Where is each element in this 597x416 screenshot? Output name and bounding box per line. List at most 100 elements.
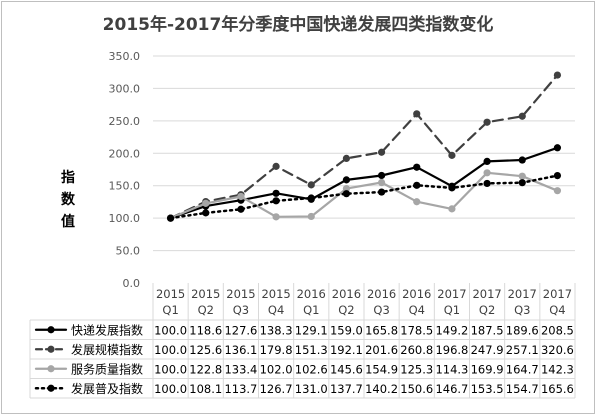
table-cell-value: 129.1 xyxy=(295,323,328,337)
x-tick-label: Q1 xyxy=(444,303,460,317)
table-cell-value: 149.2 xyxy=(435,323,468,337)
table-cell-value: 113.7 xyxy=(224,382,257,396)
table-cell-value: 187.5 xyxy=(471,323,504,337)
y-axis-label-char: 指 xyxy=(61,169,75,186)
table-cell-value: 165.6 xyxy=(541,382,574,396)
table-cell-value: 150.6 xyxy=(400,382,433,396)
legend-key-marker xyxy=(47,345,55,353)
data-point xyxy=(448,151,456,159)
table-cell-value: 126.7 xyxy=(260,382,293,396)
table-cell-value: 178.5 xyxy=(400,323,433,337)
x-tick-label: Q4 xyxy=(549,303,565,317)
table-cell-value: 140.2 xyxy=(365,382,398,396)
table-cell-value: 196.8 xyxy=(435,343,468,357)
table-cell-value: 179.8 xyxy=(260,343,293,357)
table-cell-value: 133.4 xyxy=(224,362,257,376)
table-cell-value: 151.3 xyxy=(295,343,328,357)
data-point xyxy=(518,112,526,120)
x-tick-label: 2016 xyxy=(402,287,431,301)
table-cell-value: 114.3 xyxy=(435,362,468,376)
data-point xyxy=(553,171,562,180)
table-cell-value: 125.6 xyxy=(189,343,222,357)
x-tick-label: Q1 xyxy=(303,303,319,317)
legend-label: 发展规模指数 xyxy=(71,342,143,357)
data-point xyxy=(272,189,280,197)
x-tick-label: 2015 xyxy=(226,287,255,301)
data-point xyxy=(272,213,280,221)
series-line-2 xyxy=(169,171,559,220)
table-cell-value: 102.0 xyxy=(260,362,293,376)
table-cell-value: 153.5 xyxy=(471,382,504,396)
data-point xyxy=(518,156,526,164)
data-point xyxy=(272,197,280,205)
x-tick-label: Q1 xyxy=(162,303,178,317)
data-point xyxy=(483,179,491,188)
data-point xyxy=(202,199,210,207)
data-point xyxy=(307,181,315,189)
data-point xyxy=(377,178,386,187)
table-cell-value: 257.1 xyxy=(506,343,539,357)
data-point xyxy=(237,205,245,213)
data-point xyxy=(413,181,421,189)
x-tick-label: Q2 xyxy=(338,303,354,317)
data-point xyxy=(448,205,456,213)
x-tick-label: Q4 xyxy=(409,303,425,317)
data-point xyxy=(483,118,491,126)
table-cell-value: 127.6 xyxy=(224,323,257,337)
y-axis-label-char: 值 xyxy=(61,213,75,230)
table-cell-value: 136.1 xyxy=(224,343,257,357)
table-cell-value: 260.8 xyxy=(400,343,433,357)
data-point xyxy=(553,187,562,195)
series-line-1 xyxy=(169,73,559,220)
data-point xyxy=(342,154,351,163)
data-point xyxy=(307,194,315,202)
data-point xyxy=(448,184,456,192)
data-point xyxy=(377,171,386,180)
legend-label: 快递发展指数 xyxy=(71,322,143,337)
data-point xyxy=(553,144,562,152)
table-cell-value: 138.3 xyxy=(260,323,293,337)
table-cell-value: 131.0 xyxy=(295,382,328,396)
table-cell-value: 201.6 xyxy=(365,343,398,357)
table-cell-value: 189.6 xyxy=(506,323,539,337)
x-tick-label: 2016 xyxy=(367,287,396,301)
x-tick-label: 2015 xyxy=(261,287,290,301)
data-point xyxy=(342,184,351,193)
data-point xyxy=(413,163,421,171)
table-cell-value: 154.9 xyxy=(365,362,398,376)
series-line-3 xyxy=(169,174,559,220)
table-cell-value: 118.6 xyxy=(189,323,222,337)
y-tick-label: 250.0 xyxy=(109,115,141,128)
table-cell-value: 102.6 xyxy=(295,362,328,376)
table-cell-value: 108.1 xyxy=(189,382,222,396)
x-tick-label: Q4 xyxy=(268,303,284,317)
data-point xyxy=(272,162,280,170)
table-cell-value: 100.0 xyxy=(154,323,187,337)
table-cell-value: 192.1 xyxy=(330,343,363,357)
y-tick-label: 100.0 xyxy=(109,212,141,225)
table-cell-value: 165.8 xyxy=(365,323,398,337)
data-point xyxy=(483,169,491,177)
x-tick-label: Q3 xyxy=(373,303,389,317)
data-point xyxy=(413,110,421,118)
x-tick-label: Q3 xyxy=(233,303,249,317)
legend-key-marker xyxy=(47,326,55,334)
table-cell-value: 142.3 xyxy=(541,362,574,376)
table-cell-value: 145.6 xyxy=(330,362,363,376)
data-point xyxy=(202,209,210,217)
data-point xyxy=(553,71,562,79)
table-cell-value: 122.8 xyxy=(189,362,222,376)
x-tick-label: 2015 xyxy=(191,287,220,301)
data-point xyxy=(342,176,351,184)
legend-label: 服务质量指数 xyxy=(71,361,143,376)
data-point xyxy=(518,172,526,180)
data-point xyxy=(518,179,526,187)
table-cell-value: 137.7 xyxy=(330,382,363,396)
data-point xyxy=(483,157,491,165)
data-point xyxy=(166,214,175,222)
table-cell-value: 154.7 xyxy=(506,382,539,396)
table-cell-value: 169.9 xyxy=(471,362,504,376)
legend-key-marker xyxy=(47,365,55,373)
data-point xyxy=(377,188,386,196)
